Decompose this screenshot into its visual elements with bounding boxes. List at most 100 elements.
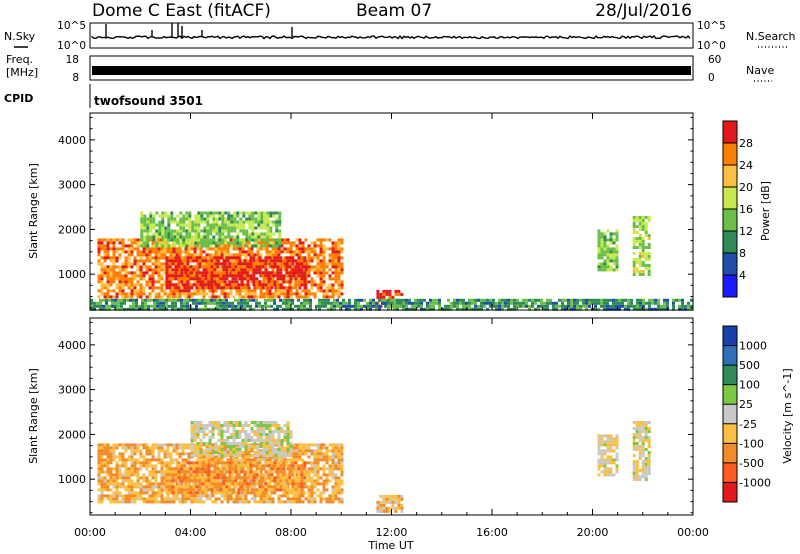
power-cell	[378, 307, 381, 311]
power-cell	[301, 244, 305, 248]
power-cell	[112, 241, 116, 245]
power-cell	[600, 250, 604, 254]
velocity-cell	[276, 482, 280, 486]
velocity-cell	[271, 479, 275, 483]
velocity-cell	[340, 443, 344, 447]
velocity-cell	[202, 430, 206, 433]
velocity-cell	[112, 485, 116, 489]
velocity-cell	[106, 443, 110, 447]
power-cell	[263, 232, 267, 236]
velocity-cell	[160, 458, 164, 462]
velocity-cell	[175, 461, 179, 465]
velocity-cell	[238, 454, 242, 457]
power-cell	[112, 265, 116, 269]
velocity-cell	[106, 449, 110, 453]
power-cell	[289, 244, 293, 248]
velocity-cell	[241, 479, 245, 483]
power-cell	[644, 246, 648, 249]
power-cell	[307, 262, 311, 266]
velocity-cell	[253, 500, 257, 504]
power-cell	[480, 304, 483, 308]
velocity-cell	[142, 485, 146, 489]
power-cell	[641, 237, 645, 240]
power-cell	[331, 244, 335, 248]
power-cell	[369, 301, 372, 305]
velocity-cell	[205, 494, 209, 498]
velocity-cell	[160, 473, 164, 477]
velocity-cell	[331, 473, 335, 477]
power-cell	[239, 238, 243, 242]
power-cell	[175, 250, 179, 254]
velocity-cell	[142, 461, 146, 465]
power-cell	[184, 250, 188, 254]
velocity-cell	[282, 482, 286, 486]
velocity-cell	[163, 476, 167, 480]
power-cell	[155, 244, 159, 248]
power-cell	[313, 265, 317, 269]
power-cell	[127, 262, 131, 266]
power-cell	[337, 283, 341, 287]
power-cell	[277, 253, 281, 257]
velocity-cell	[270, 491, 274, 495]
power-cell	[242, 238, 246, 242]
power-cell	[450, 307, 453, 311]
velocity-cell	[192, 485, 196, 489]
velocity-cell	[292, 500, 296, 504]
velocity-cell	[238, 421, 242, 424]
power-cell	[152, 244, 156, 248]
velocity-cell	[139, 485, 143, 489]
velocity-cell	[157, 470, 161, 474]
power-cell	[100, 256, 104, 260]
power-cell	[635, 216, 639, 219]
velocity-cell	[226, 427, 230, 430]
velocity-cell	[331, 458, 335, 462]
power-cell	[138, 307, 141, 311]
power-cell	[289, 253, 293, 257]
velocity-cell	[142, 479, 146, 483]
power-cell	[237, 256, 241, 260]
power-cell	[275, 226, 279, 230]
power-cell	[121, 265, 125, 269]
velocity-cell	[184, 500, 188, 504]
power-cell	[331, 256, 335, 260]
power-cell	[268, 253, 272, 257]
power-cell	[334, 277, 338, 281]
velocity-cell	[193, 443, 197, 447]
power-cell	[510, 307, 513, 311]
power-cell	[615, 250, 619, 254]
power-cell	[270, 298, 273, 302]
power-cell	[230, 241, 234, 245]
power-cell	[405, 301, 408, 305]
velocity-cell	[169, 455, 173, 459]
velocity-cell	[118, 485, 122, 489]
power-cell	[188, 211, 192, 215]
power-cell	[615, 229, 619, 233]
power-cell	[106, 292, 110, 296]
velocity-cell	[219, 467, 223, 471]
power-cell	[140, 235, 144, 239]
velocity-cell	[249, 470, 253, 474]
power-cell	[194, 229, 198, 233]
power-cell	[222, 274, 226, 278]
power-cell	[207, 268, 211, 272]
velocity-cell	[337, 476, 341, 480]
velocity-cell	[331, 464, 335, 468]
power-cell	[417, 301, 420, 305]
velocity-cell	[232, 458, 236, 462]
power-cell	[627, 307, 630, 311]
velocity-cell	[208, 458, 212, 462]
power-cell	[221, 235, 225, 239]
power-cell	[241, 250, 245, 254]
velocity-cell	[133, 449, 137, 453]
power-cell	[118, 283, 122, 287]
velocity-cell	[300, 476, 304, 480]
power-cell	[279, 274, 283, 278]
velocity-cell	[198, 482, 202, 486]
power-cell	[167, 220, 171, 224]
power-cell	[198, 280, 202, 284]
velocity-cell	[171, 479, 175, 483]
velocity-cell	[303, 482, 307, 486]
power-cell	[124, 265, 128, 269]
velocity-cell	[220, 500, 224, 504]
power-cell	[238, 250, 242, 254]
